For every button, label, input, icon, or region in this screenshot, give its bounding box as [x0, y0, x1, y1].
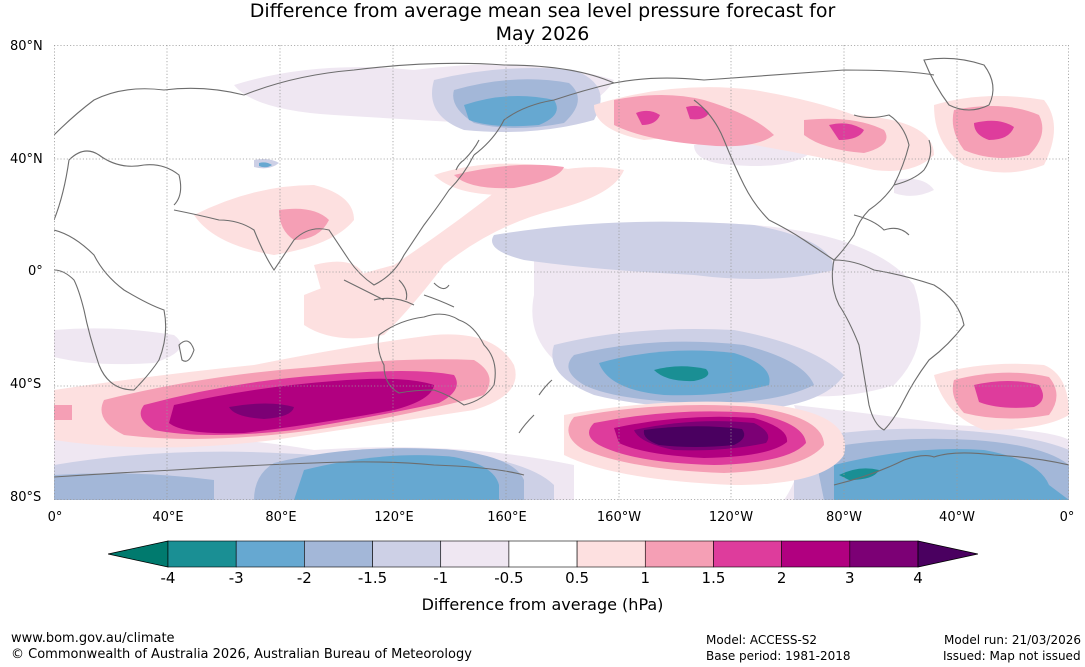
anomaly-layer-max-positive [643, 426, 745, 447]
colorbar-tick-label: 2 [776, 569, 787, 587]
colorbar-tick-label: 4 [913, 569, 923, 587]
colorbar-swatch [440, 540, 510, 568]
lat-label-40n: 40°N [10, 152, 43, 167]
lon-label-40e: 40°E [152, 510, 184, 525]
colorbar-swatch [849, 540, 919, 568]
colorbar-swatch [372, 540, 442, 568]
footer-issued: Issued: Map not issued [943, 649, 1081, 663]
map-title: Difference from average mean sea level p… [0, 0, 1085, 46]
colorbar-tick-label: -4 [160, 569, 176, 587]
colorbar-swatch [713, 540, 782, 568]
colorbar-tick-label: -1.5 [357, 569, 388, 587]
colorbar-tick-label: 1.5 [701, 569, 726, 587]
colorbar-under-arrow [108, 540, 169, 568]
coastlines [54, 57, 1069, 486]
colorbar-swatch [644, 540, 714, 568]
colorbar [108, 540, 978, 568]
colorbar-swatch [576, 540, 646, 568]
lat-label-40s: 40°S [10, 377, 42, 392]
colorbar-tick-label: 3 [845, 569, 855, 587]
colorbar-tick-label: -2 [296, 569, 312, 587]
lon-label-120w: 120°W [708, 510, 754, 525]
anomaly-layer-extreme-negative [654, 366, 879, 480]
colorbar-over-arrow [917, 540, 978, 568]
lon-label-80w: 80°W [826, 510, 862, 525]
colorbar-swatch [167, 540, 237, 568]
colorbar-tick-label: 0.5 [565, 569, 590, 587]
lon-label-0-left: 0° [47, 510, 63, 525]
colorbar-swatch [304, 540, 373, 568]
lon-label-80e: 80°E [265, 510, 297, 525]
lat-label-equator: 0° [28, 264, 43, 279]
footer-model-run: Model run: 21/03/2026 [944, 633, 1082, 647]
pressure-anomaly-map [54, 45, 1069, 500]
footer-base-period: Base period: 1981-2018 [706, 649, 851, 663]
footer-copyright: © Commonwealth of Australia 2026, Austra… [11, 647, 472, 662]
colorbar-title: Difference from average (hPa) [421, 595, 664, 614]
lon-label-40w: 40°W [939, 510, 975, 525]
lon-label-0-right: 0° [1059, 510, 1075, 525]
lon-label-160w: 160°W [596, 510, 642, 525]
colorbar-tick-label: 1 [640, 569, 651, 587]
colorbar-swatch [508, 540, 578, 568]
colorbar-swatch [781, 540, 851, 568]
lon-label-160e: 160°E [487, 510, 527, 525]
map-title-line1: Difference from average mean sea level p… [249, 0, 836, 22]
colorbar-swatch [235, 540, 305, 568]
footer-website: www.bom.gov.au/climate [11, 631, 175, 646]
lon-label-120e: 120°E [374, 510, 414, 525]
map-title-line2: May 2026 [495, 23, 590, 45]
footer-model: Model: ACCESS-S2 [706, 633, 818, 647]
colorbar-tick-label: -1 [433, 569, 449, 587]
lat-label-80s: 80°S [10, 490, 42, 505]
colorbar-tick-label: -3 [228, 569, 244, 587]
lat-label-80n: 80°N [10, 39, 43, 54]
colorbar-tick-label: -0.5 [494, 569, 524, 587]
graticule [54, 45, 1069, 500]
